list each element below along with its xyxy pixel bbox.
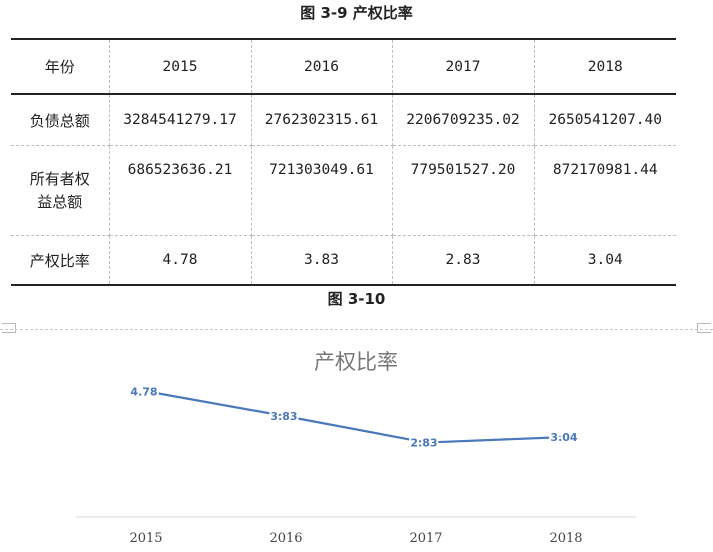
row-label-line-1: 所有者权: [29, 169, 90, 188]
table-cell: 2650541207.40: [533, 93, 676, 146]
header-2018: 2018: [533, 38, 676, 95]
series-line-0: [145, 390, 567, 444]
header-year: 年份: [11, 38, 110, 95]
data-label-2015: 4.78: [130, 385, 157, 398]
equity-ratio-table: 年份 2015 2016 2017 2018 负债总额 3284541279.1…: [11, 38, 676, 286]
page-break-marker-left: [2, 323, 16, 333]
x-tick-label-2016: 2016: [269, 531, 302, 546]
table-cell: 872170981.44: [533, 145, 676, 236]
data-label-2018: 3.04: [550, 431, 577, 444]
equity-ratio-line-chart: 产权比率 2015 2016 2017 2018 4.78 3.83 2.83 3.04: [76, 350, 636, 546]
x-tick-label-2017: 2017: [409, 531, 442, 546]
row-label-owners-equity: 所有者权 益总额: [11, 145, 110, 236]
header-2017: 2017: [391, 38, 535, 95]
x-tick-label-2018: 2018: [549, 531, 582, 546]
table-cell: 3284541279.17: [108, 93, 252, 146]
table-row-equity-ratio: 产权比率 4.78 3.83 2.83 3.04: [11, 235, 676, 286]
header-2015: 2015: [108, 38, 252, 95]
header-2016: 2016: [250, 38, 393, 95]
table-cell: 686523636.21: [108, 145, 252, 236]
plot-area: 2015 2016 2017 2018 4.78 3.83 2.83 3.04: [128, 383, 582, 546]
x-tick-label-2015: 2015: [129, 531, 162, 546]
data-label-2016: 3.83: [270, 410, 297, 423]
table-caption: 图 3-9 产权比率: [300, 4, 413, 22]
table-cell: 721303049.61: [250, 145, 393, 236]
page-break-line: [0, 329, 713, 331]
table-row-owners-equity: 所有者权 益总额 686523636.21 721303049.61 77950…: [11, 145, 676, 236]
table-row-total-liabilities: 负债总额 3284541279.17 2762302315.61 2206709…: [11, 93, 676, 146]
figure-caption: 图 3-10: [327, 290, 386, 308]
data-label-2017: 2.83: [410, 437, 437, 450]
table-cell: 2762302315.61: [250, 93, 393, 146]
page-break-marker-right: [697, 323, 711, 333]
table-cell: 3.04: [533, 235, 676, 286]
row-label-equity-ratio: 产权比率: [11, 235, 110, 286]
table-cell: 779501527.20: [391, 145, 535, 236]
chart-title: 产权比率: [314, 350, 398, 374]
table-cell: 4.78: [108, 235, 252, 286]
table-cell: 2.83: [391, 235, 535, 286]
row-label-total-liabilities: 负债总额: [11, 93, 110, 146]
row-label-line-2: 益总额: [37, 192, 83, 211]
table-cell: 3.83: [250, 235, 393, 286]
table-cell: 2206709235.02: [391, 93, 535, 146]
table-header-row: 年份 2015 2016 2017 2018: [11, 38, 676, 95]
